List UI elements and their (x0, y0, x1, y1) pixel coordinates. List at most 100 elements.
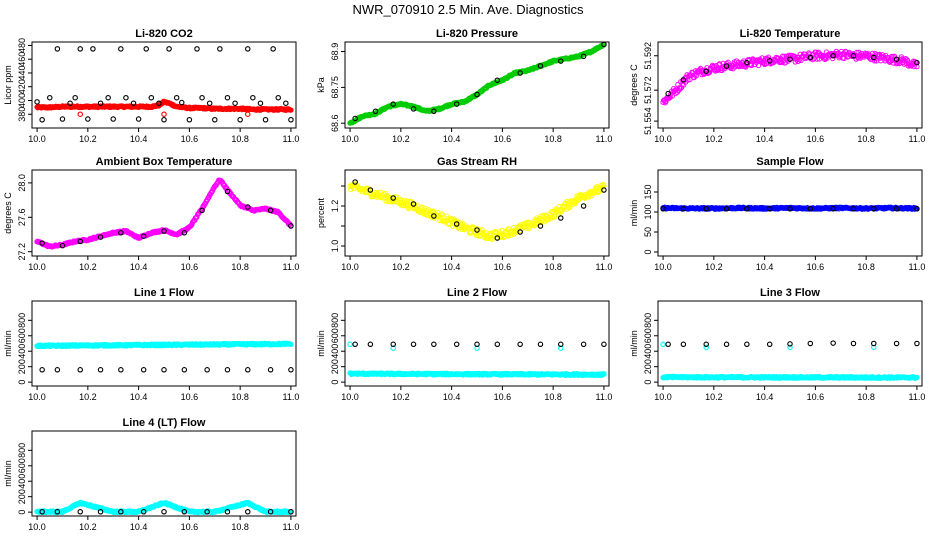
data-point (850, 340, 857, 347)
data-point (288, 367, 294, 373)
data-point (224, 188, 231, 195)
data-point (199, 207, 205, 214)
y-axis-label: ml/min (316, 330, 326, 357)
data-point (224, 94, 231, 101)
data-point (140, 233, 147, 239)
x-tick-label: 10.6 (807, 134, 825, 144)
data-point (677, 86, 683, 92)
x-tick-label: 10.8 (544, 262, 562, 272)
x-tick-label: 11.0 (282, 262, 299, 272)
figure-title: NWR_070910 2.5 Min. Ave. Diagnostics (353, 2, 584, 17)
data-point (54, 508, 61, 515)
data-point (410, 201, 417, 207)
y-tick-label: 400 (17, 474, 27, 489)
data-point (181, 230, 188, 236)
y-tick-label: 51.572 (643, 76, 653, 104)
x-tick-label: 10.0 (28, 392, 46, 402)
x-tick-label: 10.6 (494, 392, 512, 402)
panel-title: Ambient Box Temperature (96, 156, 233, 168)
x-tick-label: 11.0 (908, 134, 925, 144)
data-point (34, 99, 40, 105)
x-tick-label: 10.4 (130, 134, 148, 144)
data-point (224, 508, 231, 515)
y-tick-label: 0 (330, 380, 340, 385)
data-point (262, 116, 269, 123)
data-point (179, 99, 185, 106)
data-point (523, 225, 529, 231)
data-point (871, 54, 877, 61)
data-point (680, 77, 687, 83)
data-point (766, 206, 773, 212)
y-tick-label: 380 (17, 107, 27, 122)
data-point (347, 341, 353, 348)
y-tick-label: 0 (17, 510, 27, 515)
data-point (39, 367, 45, 373)
data-point (410, 106, 417, 112)
y-tick-label: 0 (643, 380, 653, 385)
x-tick-label: 10.6 (807, 392, 825, 402)
y-tick-label: 28.0 (17, 174, 27, 192)
data-point (288, 341, 294, 348)
data-point (680, 341, 687, 348)
data-point (237, 116, 243, 123)
data-point (288, 508, 294, 515)
series-licor-co2-calibration (34, 46, 294, 123)
data-point (72, 94, 78, 101)
x-tick-label: 10.6 (181, 392, 199, 402)
data-point (446, 220, 452, 227)
data-point (781, 53, 787, 60)
y-tick-label: 400 (17, 93, 27, 108)
data-points (347, 42, 607, 126)
data-point (161, 111, 167, 117)
data-point (850, 206, 857, 212)
data-point (77, 111, 83, 117)
data-point (425, 212, 431, 219)
x-tick-label: 10.4 (443, 392, 461, 402)
data-point (267, 207, 274, 214)
data-point (459, 220, 466, 227)
data-point (367, 341, 374, 348)
data-point (54, 367, 61, 373)
y-tick-label: 440 (17, 65, 27, 80)
panel-line1: Line 1 Flow ml/min 10.0 10.2 10.4 10.6 10.8 11.… (3, 287, 299, 402)
x-tick-label: 10.0 (341, 262, 359, 272)
data-point (537, 63, 544, 69)
x-tick-label: 11.0 (282, 522, 299, 532)
x-tick-label: 10.0 (28, 134, 46, 144)
data-point (517, 70, 523, 76)
data-points (660, 48, 920, 106)
y-tick-label: 600 (17, 328, 27, 343)
data-point (494, 235, 501, 241)
data-point (206, 100, 213, 106)
data-point (204, 367, 210, 373)
x-tick-label: 10.4 (130, 392, 148, 402)
y-axis-label: kPa (316, 77, 326, 93)
data-points (347, 179, 607, 242)
data-point (39, 508, 45, 515)
data-point (173, 94, 180, 101)
panel-licor-temp: Li-820 Temperature degrees C 10.0 10.2 10.4 1… (629, 28, 925, 144)
data-point (601, 341, 607, 348)
data-point (77, 367, 83, 373)
data-point (186, 116, 193, 123)
panel-title: Li-820 Temperature (740, 28, 841, 40)
data-point (703, 206, 709, 212)
series-ambient-temp-dense (34, 177, 294, 250)
x-tick-label: 11.0 (282, 134, 299, 144)
plot-frame (31, 430, 297, 517)
data-point (494, 341, 501, 348)
x-tick-label: 11.0 (595, 392, 612, 402)
y-tick-label: 600 (330, 328, 340, 343)
data-point (850, 53, 857, 59)
y-tick-label: 480 (17, 38, 27, 53)
data-point (130, 100, 137, 106)
panel-rh: Gas Stream RH percent 10.0 10.2 10.4 10.6 10.8… (316, 156, 612, 272)
data-point (105, 94, 111, 101)
data-point (352, 341, 358, 348)
x-tick-label: 10.8 (231, 262, 249, 272)
series-sample-flow-black (660, 206, 920, 212)
data-point (77, 238, 83, 245)
series-line4-black (39, 508, 294, 515)
data-point (601, 42, 607, 48)
